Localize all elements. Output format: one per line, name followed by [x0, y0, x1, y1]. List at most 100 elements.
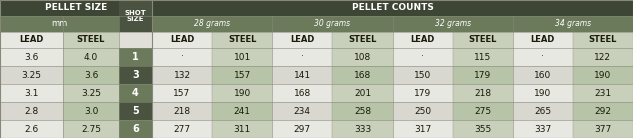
Text: 241: 241	[234, 107, 251, 116]
Text: 179: 179	[474, 71, 491, 79]
Bar	[332, 66, 392, 84]
Bar	[119, 120, 152, 138]
Text: 190: 190	[594, 71, 611, 79]
Text: 3.6: 3.6	[84, 71, 98, 79]
Text: 3: 3	[132, 70, 139, 80]
Text: 234: 234	[294, 107, 311, 116]
Text: PELLET SIZE: PELLET SIZE	[45, 3, 107, 13]
Bar	[119, 0, 152, 32]
Bar	[453, 84, 513, 102]
Bar	[152, 48, 212, 66]
Bar	[272, 66, 332, 84]
Bar	[513, 120, 573, 138]
Bar	[0, 102, 63, 120]
Text: LEAD: LEAD	[530, 35, 555, 44]
Bar	[453, 66, 513, 84]
Bar	[212, 102, 272, 120]
Text: STEEL: STEEL	[228, 35, 256, 44]
Text: 2.8: 2.8	[25, 107, 39, 116]
Text: 218: 218	[173, 107, 191, 116]
Text: 4: 4	[132, 88, 139, 98]
Bar	[63, 120, 119, 138]
Text: 258: 258	[354, 107, 371, 116]
Bar	[392, 32, 453, 48]
Text: ·: ·	[541, 52, 544, 62]
Text: 190: 190	[234, 88, 251, 98]
Text: 168: 168	[294, 88, 311, 98]
Text: 30 grams: 30 grams	[315, 19, 351, 29]
Text: LEAD: LEAD	[170, 35, 194, 44]
Text: 6: 6	[132, 124, 139, 134]
Text: 160: 160	[534, 71, 551, 79]
Text: 231: 231	[594, 88, 611, 98]
Bar	[453, 120, 513, 138]
Bar	[0, 0, 152, 16]
Text: 150: 150	[414, 71, 431, 79]
Bar	[119, 102, 152, 120]
Text: STEEL: STEEL	[468, 35, 497, 44]
Bar	[513, 102, 573, 120]
Text: 337: 337	[534, 124, 551, 133]
Text: mm: mm	[51, 19, 68, 29]
Bar	[0, 16, 119, 32]
Text: 377: 377	[594, 124, 611, 133]
Text: 157: 157	[234, 71, 251, 79]
Text: 265: 265	[534, 107, 551, 116]
Text: ·: ·	[180, 52, 184, 62]
Text: 3.25: 3.25	[81, 88, 101, 98]
Bar	[453, 32, 513, 48]
Bar	[392, 84, 453, 102]
Bar	[392, 48, 453, 66]
Bar	[513, 16, 633, 32]
Text: 2.75: 2.75	[81, 124, 101, 133]
Bar	[272, 120, 332, 138]
Bar	[272, 48, 332, 66]
Text: 277: 277	[173, 124, 191, 133]
Bar	[332, 102, 392, 120]
Bar	[573, 32, 633, 48]
Text: 101: 101	[234, 52, 251, 62]
Text: 28 grams: 28 grams	[194, 19, 230, 29]
Bar	[453, 48, 513, 66]
Text: LEAD: LEAD	[20, 35, 44, 44]
Bar	[212, 66, 272, 84]
Text: 201: 201	[354, 88, 371, 98]
Text: 2.6: 2.6	[25, 124, 39, 133]
Bar	[332, 120, 392, 138]
Bar	[0, 84, 63, 102]
Text: 3.0: 3.0	[84, 107, 98, 116]
Bar	[272, 102, 332, 120]
Text: 108: 108	[354, 52, 371, 62]
Bar	[212, 84, 272, 102]
Text: 3.25: 3.25	[22, 71, 42, 79]
Bar	[513, 48, 573, 66]
Bar	[272, 84, 332, 102]
Bar	[513, 66, 573, 84]
Text: ·: ·	[421, 52, 424, 62]
Text: 5: 5	[132, 106, 139, 116]
Text: LEAD: LEAD	[290, 35, 315, 44]
Text: 250: 250	[414, 107, 431, 116]
Bar	[332, 84, 392, 102]
Bar	[0, 32, 63, 48]
Text: PELLET COUNTS: PELLET COUNTS	[351, 3, 434, 13]
Text: 292: 292	[594, 107, 611, 116]
Bar	[63, 32, 119, 48]
Bar	[119, 66, 152, 84]
Bar	[152, 102, 212, 120]
Text: STEEL: STEEL	[77, 35, 105, 44]
Text: ·: ·	[301, 52, 304, 62]
Text: 34 grams: 34 grams	[555, 19, 591, 29]
Bar	[513, 84, 573, 102]
Bar	[212, 32, 272, 48]
Bar	[152, 16, 272, 32]
Bar	[63, 48, 119, 66]
Bar	[573, 84, 633, 102]
Bar	[573, 48, 633, 66]
Bar	[0, 66, 63, 84]
Text: 132: 132	[173, 71, 191, 79]
Bar	[152, 0, 633, 16]
Text: 4.0: 4.0	[84, 52, 98, 62]
Bar	[63, 66, 119, 84]
Bar	[63, 84, 119, 102]
